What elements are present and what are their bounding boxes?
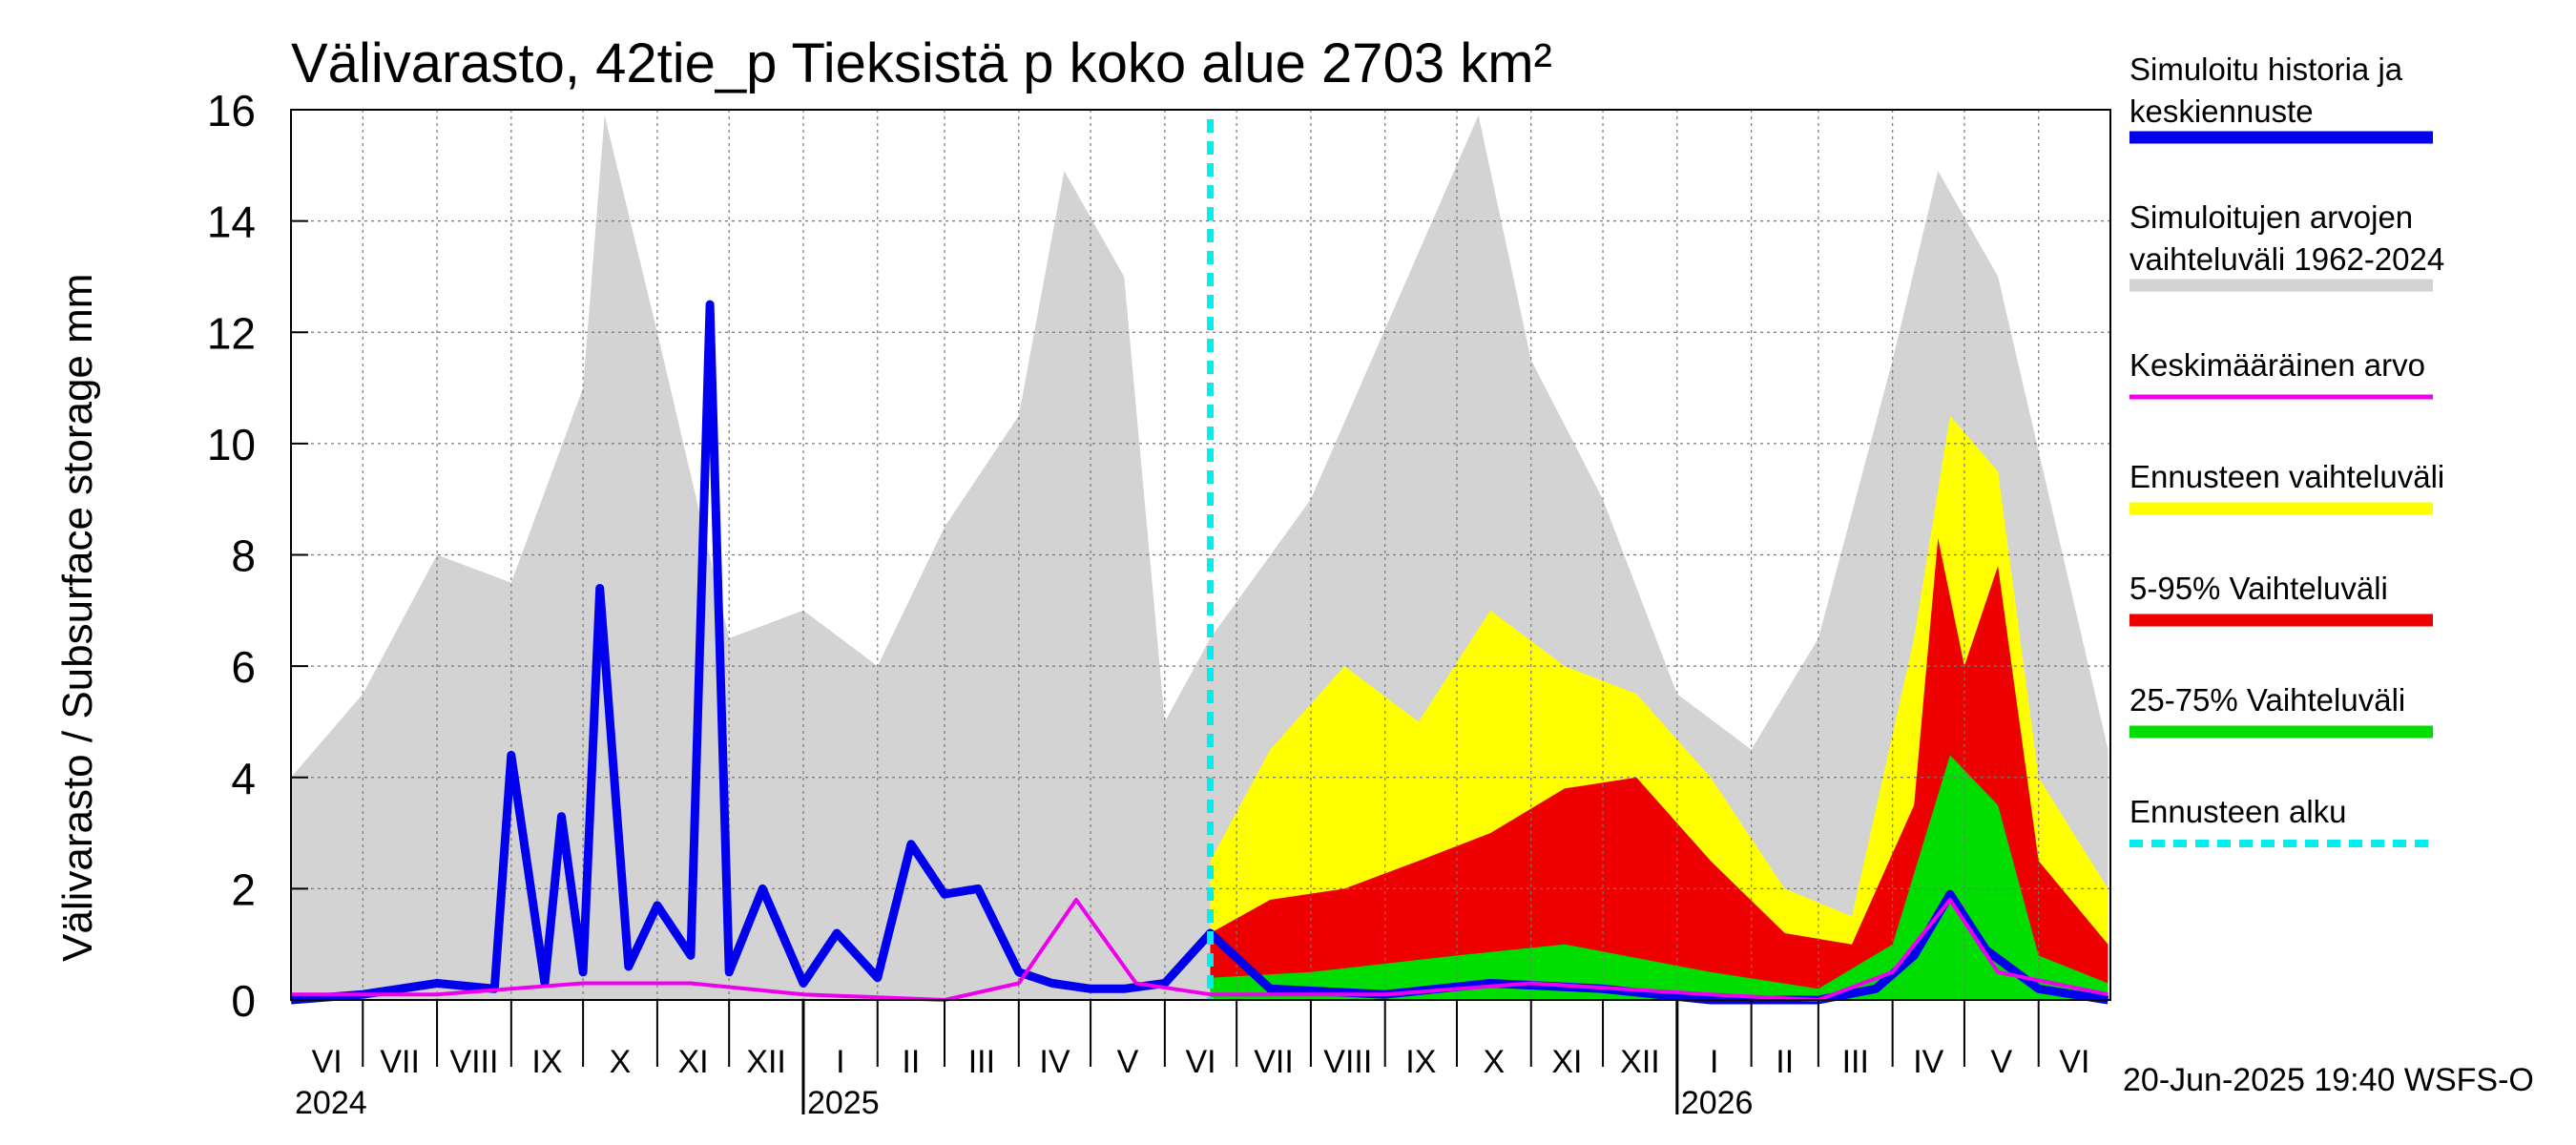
series-line-keskimaarainen-arvo: [291, 898, 2109, 1002]
legend-item-ennusteen-vaihteluvali: Ennusteen vaihteluväli: [2129, 459, 2444, 515]
y-tick-label: 6: [231, 642, 256, 692]
footer-timestamp: 20-Jun-2025 19:40 WSFS-O: [2123, 1062, 2534, 1098]
x-year-label: 2026: [1681, 1085, 1754, 1121]
x-month-label: IV: [1913, 1044, 1943, 1080]
series-area-ennusteen-vaihteluvali: [1210, 415, 2109, 1000]
legend-item-ennusteen-alku: Ennusteen alku: [2129, 794, 2433, 847]
x-year-label: 2024: [295, 1085, 367, 1121]
x-month-label: VII: [1254, 1044, 1294, 1080]
legend-item-simuloitu-historia-ja: Simuloitu historia ja keskiennuste: [2129, 52, 2433, 144]
x-month-label: XII: [1620, 1044, 1660, 1080]
x-month-label: V: [1117, 1044, 1139, 1080]
legend-label: Simuloitu historia ja: [2129, 52, 2403, 87]
x-month-label: I: [1710, 1044, 1718, 1080]
x-month-label: II: [1776, 1044, 1794, 1080]
x-month-label: VIII: [449, 1044, 498, 1080]
chart-title: Välivarasto, 42tie_p Tieksistä p koko al…: [291, 32, 1552, 94]
x-month-label: IX: [531, 1044, 562, 1080]
legend: Simuloitu historia jakeskiennusteSimuloi…: [2129, 52, 2444, 847]
series-area-5-95-vaihteluvali: [1210, 538, 2109, 1000]
y-tick-label: 14: [207, 198, 256, 247]
x-month-label: III: [968, 1044, 995, 1080]
x-month-label: XII: [746, 1044, 786, 1080]
y-tick-label: 0: [231, 976, 256, 1026]
legend-label: Keskimääräinen arvo: [2129, 347, 2425, 383]
legend-item-keskimaarainen-arvo: Keskimääräinen arvo: [2129, 347, 2433, 400]
x-month-label: X: [1484, 1044, 1506, 1080]
y-tick-label: 16: [207, 86, 256, 135]
legend-item-simuloitujen-arvojen: Simuloitujen arvojen vaihteluväli 1962-20…: [2129, 199, 2444, 292]
legend-label: vaihteluväli 1962-2024: [2129, 241, 2444, 277]
legend-item-25-75-vaihteluvali: 25-75% Vaihteluväli: [2129, 682, 2433, 739]
x-month-label: V: [1990, 1044, 2012, 1080]
x-month-label: VI: [1185, 1044, 1215, 1080]
x-month-label: XI: [677, 1044, 708, 1080]
y-tick-label: 10: [207, 420, 256, 469]
legend-label: 25-75% Vaihteluväli: [2129, 682, 2405, 718]
x-month-label: IX: [1405, 1044, 1436, 1080]
grid: [291, 110, 2110, 1000]
x-month-label: VI: [2059, 1044, 2089, 1080]
x-month-label: II: [902, 1044, 920, 1080]
legend-label: Ennusteen vaihteluväli: [2129, 459, 2444, 494]
y-tick-label: 8: [231, 531, 256, 581]
plot-frame: [290, 109, 2111, 1001]
x-month-label: XI: [1551, 1044, 1582, 1080]
y-tick-label: 4: [231, 754, 256, 803]
y-tick-label: 2: [231, 864, 256, 914]
y-tick-label: 12: [207, 308, 256, 358]
x-month-label: IV: [1039, 1044, 1070, 1080]
x-month-label: X: [610, 1044, 632, 1080]
x-month-label: VI: [312, 1044, 343, 1080]
legend-item-5-95-vaihteluvali: 5-95% Vaihteluväli: [2129, 571, 2433, 627]
x-month-label: III: [1842, 1044, 1869, 1080]
legend-label: 5-95% Vaihteluväli: [2129, 571, 2388, 606]
legend-label: Ennusteen alku: [2129, 794, 2347, 829]
x-month-label: VIII: [1323, 1044, 1372, 1080]
x-month-label: I: [836, 1044, 844, 1080]
x-year-label: 2025: [807, 1085, 880, 1121]
band-layer: [291, 114, 2109, 1001]
legend-label: Simuloitujen arvojen: [2129, 199, 2413, 235]
legend-label: keskiennuste: [2129, 94, 2314, 129]
series-area-simuloitujen-arvojen-vaihteluvali-1962-2024: [291, 114, 2109, 1001]
y-axis-label: Välivarasto / Subsurface storage mm: [54, 274, 101, 962]
x-month-label: VII: [380, 1044, 420, 1080]
